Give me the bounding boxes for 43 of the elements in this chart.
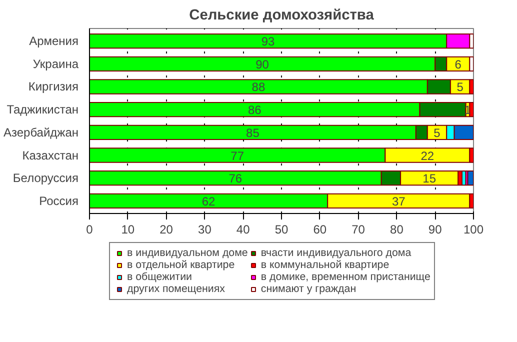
x-tick-label: 40 xyxy=(236,222,250,236)
data-label: 88 xyxy=(252,80,266,94)
data-label: 76 xyxy=(228,172,242,186)
x-tick-label: 10 xyxy=(121,222,135,236)
x-tick-label: 0 xyxy=(86,222,94,236)
data-label: 77 xyxy=(230,148,244,163)
legend-label: в общежитии xyxy=(127,271,192,283)
legend-label: в индивидуальном доме xyxy=(127,247,248,259)
data-label: 93 xyxy=(261,34,276,49)
y-tick-label: Армения xyxy=(29,34,79,48)
x-tick-label: 20 xyxy=(160,222,174,236)
legend-label: в отдельной квартире xyxy=(127,259,235,271)
legend-label: вчасти индивидуального дома xyxy=(260,247,412,259)
x-tick-label: 100 xyxy=(463,222,484,236)
y-tick-label: Россия xyxy=(39,194,79,208)
y-tick-label: Белоруссия xyxy=(12,171,79,186)
data-label: 1 xyxy=(464,103,472,118)
data-label: 22 xyxy=(420,148,434,163)
x-tick-label: 50 xyxy=(274,222,288,236)
data-label: 6 xyxy=(454,57,462,72)
x-tick-label: 30 xyxy=(198,222,212,236)
y-tick-label: Украина xyxy=(32,56,79,71)
y-tick-label: Таджикистан xyxy=(6,102,78,117)
legend-label: других помещениях xyxy=(127,283,225,295)
y-tick-label: Азербайджан xyxy=(3,125,79,140)
y-tick-label: Киргизия xyxy=(28,80,79,94)
x-tick-label: 70 xyxy=(352,222,366,236)
chart-title: Сельские домохозяйства xyxy=(189,8,375,24)
x-tick-label: 60 xyxy=(313,222,327,236)
legend-label: в домике, временном пристанище xyxy=(260,271,430,283)
data-label: 37 xyxy=(392,194,406,208)
data-label: 85 xyxy=(246,126,260,140)
data-label: 62 xyxy=(202,194,216,208)
data-label: 5 xyxy=(456,80,464,94)
data-label: 15 xyxy=(422,172,436,186)
x-tick-label: 80 xyxy=(390,222,404,236)
legend-label: в коммунальной квартире xyxy=(260,259,390,271)
data-label: 86 xyxy=(248,103,262,118)
legend-label: снимают у граждан xyxy=(260,283,356,295)
data-label: 90 xyxy=(256,57,270,72)
x-tick-label: 90 xyxy=(428,222,442,236)
data-label: 5 xyxy=(434,126,441,140)
y-tick-label: Казахстан xyxy=(22,148,78,162)
